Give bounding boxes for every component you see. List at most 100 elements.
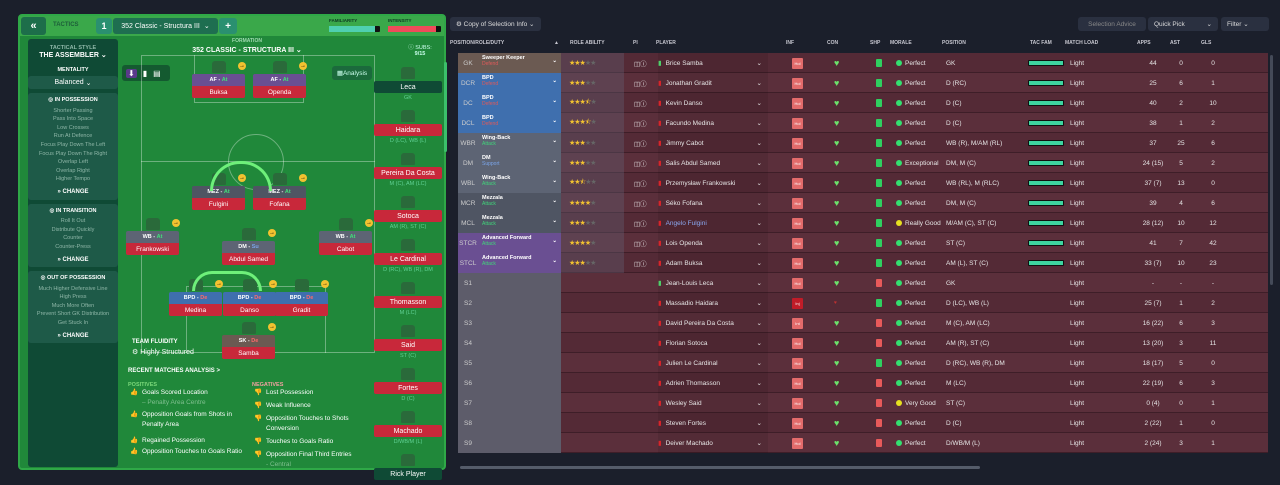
sub-name-select[interactable]: Thomasson <box>374 296 442 308</box>
change-button[interactable]: » CHANGE <box>57 188 89 195</box>
table-row[interactable]: DCL BPD Defend ⌄ ★★★⯪★ ◫ⓘ ▮ Facundo Medina ⌄ H… <box>458 113 1268 133</box>
table-row[interactable]: DC BPD Defend ⌄ ★★★⯪★ ◫ⓘ ▮ Kevin Danso ⌄ Hol ♥… <box>458 93 1268 113</box>
player-name[interactable]: Jonathan Gradit <box>665 79 712 87</box>
vertical-scrollbar[interactable] <box>1270 55 1273 285</box>
sub-name-select[interactable]: Rick Player <box>374 468 442 480</box>
player-name[interactable]: Kevin Danso <box>665 99 703 107</box>
player-name[interactable]: Salis Abdul Samed <box>665 159 721 167</box>
view-toggle[interactable]: ⬇ ▮ ▤ <box>122 65 170 81</box>
table-row[interactable]: STCR Advanced Forward Attack ⌄ ★★★★★ ◫ⓘ ▮ Loi… <box>458 233 1268 253</box>
player-name-select[interactable]: Fofana <box>253 198 306 210</box>
download-icon[interactable]: ⬇ <box>126 68 137 78</box>
role-select[interactable]: WB - At <box>319 231 372 243</box>
column-header[interactable]: MATCH LOAD <box>1065 40 1099 46</box>
formation-select[interactable]: 352 CLASSIC - STRUCTURA III ⌄ <box>192 47 302 54</box>
player-name[interactable]: Facundo Medina <box>665 119 714 127</box>
pitch-player[interactable]: SK - De Samba <box>222 335 275 359</box>
column-header[interactable]: POSITION <box>942 40 966 46</box>
pi-icon[interactable]: ◫ⓘ <box>634 61 647 68</box>
pi-icon[interactable]: ◫ⓘ <box>634 81 647 88</box>
column-header[interactable]: POSITION/ROLE/DUTY <box>450 40 505 46</box>
player-select[interactable]: ▮ Facundo Medina ⌄ <box>658 113 768 133</box>
sub-player[interactable]: Sotoca AM (R), ST (C) <box>374 210 442 230</box>
column-header[interactable]: MORALE <box>890 40 912 46</box>
sub-player[interactable]: Fortes D (C) <box>374 382 442 402</box>
column-header[interactable]: TAC FAM <box>1030 40 1052 46</box>
player-name[interactable]: Przemysław Frankowski <box>665 179 736 187</box>
role-select[interactable]: BPD - De <box>275 292 328 304</box>
pi-icon[interactable]: ◫ⓘ <box>634 241 647 248</box>
player-select[interactable]: ▮ Julien Le Cardinal ⌄ <box>658 353 768 373</box>
sub-name-select[interactable]: Sotoca <box>374 210 442 222</box>
role-select[interactable]: AF - At <box>253 74 306 86</box>
player-select[interactable]: ▮ Florian Sotoca ⌄ <box>658 333 768 353</box>
role-select[interactable]: Sweeper Keeper Defend ⌄ <box>478 53 561 73</box>
column-header[interactable]: GLS <box>1201 40 1212 46</box>
pi-icon[interactable]: ◫ⓘ <box>634 141 647 148</box>
player-name[interactable]: Séko Fofana <box>665 199 703 207</box>
sub-name-select[interactable]: Fortes <box>374 382 442 394</box>
sub-player[interactable]: Pereira Da Costa M (C), AM (LC) <box>374 167 442 187</box>
table-row[interactable]: DM DM Support ⌄ ★★★★★ ◫ⓘ ▮ Salis Abdul Samed ⌄… <box>458 153 1268 173</box>
column-header[interactable]: AST <box>1170 40 1180 46</box>
pitch-player[interactable]: DM - Su Abdul Samed <box>222 241 275 265</box>
subs-scrollbar[interactable] <box>444 62 447 152</box>
player-select[interactable]: ▮ Massadio Haidara ⌄ <box>658 293 768 313</box>
table-row[interactable]: S1 ▮ Jean-Louis Leca ⌄ Hol ♥ Perfect GK Ligh… <box>458 273 1268 293</box>
pi-icon[interactable]: ◫ⓘ <box>634 101 647 108</box>
sub-player[interactable]: Machado D/WB/M (L) <box>374 425 442 445</box>
pi-icon[interactable]: ◫ⓘ <box>634 201 647 208</box>
player-name[interactable]: Jimmy Cabot <box>665 139 704 147</box>
player-select[interactable]: ▮ Brice Samba ⌄ <box>658 53 768 73</box>
table-row[interactable]: WBR Wing-Back Attack ⌄ ★★★★★ ◫ⓘ ▮ Jimmy Cabot… <box>458 133 1268 153</box>
role-select[interactable]: SK - De <box>222 335 275 347</box>
role-select[interactable]: AF - At <box>192 74 245 86</box>
copy-selection-info-button[interactable]: ⚙ Copy of Selection Info ⌄ <box>450 17 541 31</box>
pitch-player[interactable]: BPD - De Medina <box>169 292 222 316</box>
sub-player[interactable]: Haidara D (LC), WB (L) <box>374 124 442 144</box>
player-name[interactable]: Steven Fortes <box>665 419 707 427</box>
quick-pick-button[interactable]: Quick Pick ⌄ <box>1148 17 1218 31</box>
player-name[interactable]: Adam Buksa <box>665 259 703 267</box>
sub-name-select[interactable]: Said <box>374 339 442 351</box>
role-select[interactable]: Mezzala Attack ⌄ <box>478 213 561 233</box>
player-name-select[interactable]: Buksa <box>192 86 245 98</box>
role-select[interactable]: DM Support ⌄ <box>478 153 561 173</box>
player-name-select[interactable]: Fulgini <box>192 198 245 210</box>
table-row[interactable]: GK Sweeper Keeper Defend ⌄ ★★★★★ ◫ⓘ ▮ Brice S… <box>458 53 1268 73</box>
player-name-select[interactable]: Gradit <box>275 304 328 316</box>
recent-analysis-link[interactable]: RECENT MATCHES ANALYSIS > <box>128 368 220 374</box>
player-select[interactable]: ▮ Lois Openda ⌄ <box>658 233 768 253</box>
table-row[interactable]: S3 ▮ David Pereira Da Costa ⌄ Int ♥ Perfect… <box>458 313 1268 333</box>
list-icon[interactable]: ▤ <box>153 68 161 78</box>
analysis-button[interactable]: ▦ Analysis <box>332 66 372 80</box>
bar-chart-icon[interactable]: ▮ <box>142 68 148 78</box>
player-name[interactable]: Angelo Fulgini <box>665 219 707 227</box>
tactic-slot[interactable]: 1 <box>96 18 112 34</box>
player-name[interactable]: Brice Samba <box>665 59 703 67</box>
player-name-select[interactable]: Medina <box>169 304 222 316</box>
column-header[interactable]: APPS <box>1137 40 1151 46</box>
pi-icon[interactable]: ◫ⓘ <box>634 121 647 128</box>
table-row[interactable]: S2 ▮ Massadio Haidara ⌄ Inj ♥ Perfect D (LC… <box>458 293 1268 313</box>
player-name[interactable]: Wesley Said <box>665 399 702 407</box>
player-name[interactable]: Adrien Thomasson <box>665 379 721 387</box>
role-select[interactable]: Advanced Forward Attack ⌄ <box>478 253 561 273</box>
pitch-player[interactable]: BPD - De Danso <box>223 292 276 316</box>
player-name[interactable]: Lois Openda <box>665 239 703 247</box>
sub-player[interactable]: Leca GK <box>374 81 442 101</box>
pi-icon[interactable]: ◫ⓘ <box>634 261 647 268</box>
player-name[interactable]: Julien Le Cardinal <box>665 359 718 367</box>
table-row[interactable]: DCR BPD Defend ⌄ ★★★★★ ◫ⓘ ▮ Jonathan Gradit ⌄ … <box>458 73 1268 93</box>
table-row[interactable]: S9 ▮ Deiver Machado ⌄ Hol ♥ Perfect D/WB/M … <box>458 433 1268 453</box>
pitch-player[interactable]: MEZ - At Fofana <box>253 186 306 210</box>
change-button[interactable]: » CHANGE <box>57 256 89 263</box>
sub-name-select[interactable]: Haidara <box>374 124 442 136</box>
table-row[interactable]: S4 ▮ Florian Sotoca ⌄ Hol ♥ Perfect AM (R),… <box>458 333 1268 353</box>
player-select[interactable]: ▮ Steven Fortes ⌄ <box>658 413 768 433</box>
player-name[interactable]: Jean-Louis Leca <box>665 279 714 287</box>
role-select[interactable]: WB - At <box>126 231 179 243</box>
horizontal-scrollbar[interactable] <box>460 466 980 469</box>
player-select[interactable]: ▮ Deiver Machado ⌄ <box>658 433 768 453</box>
tactical-style-select[interactable]: THE ASSEMBLER ⌄ <box>39 52 107 59</box>
